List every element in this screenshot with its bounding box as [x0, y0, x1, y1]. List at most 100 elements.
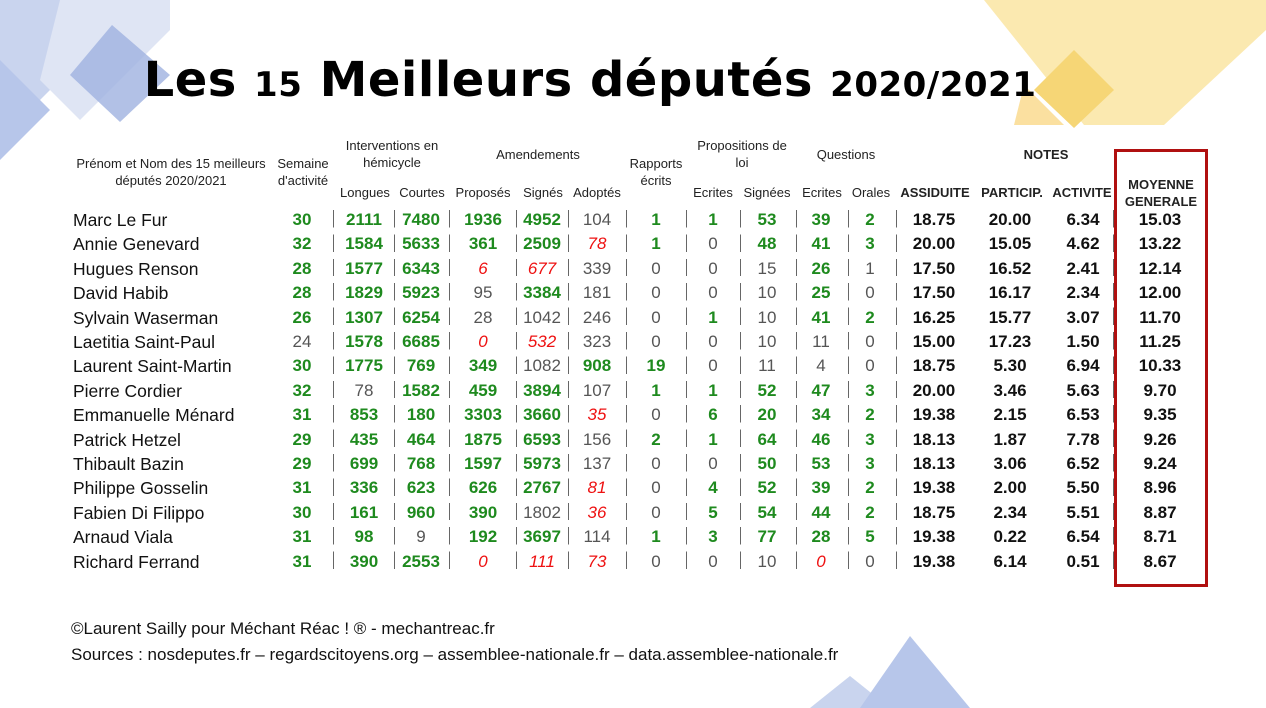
cell-semaine: 30 — [292, 356, 312, 376]
cell-prop-ecrites: 1 — [708, 210, 718, 229]
deputy-name: Philippe Gosselin — [73, 478, 209, 499]
table-row: Philippe Gosselin 31 336 623 626 2767 81 0 4 52 39… — [0, 476, 1266, 500]
cell-courtes: 9 — [416, 527, 426, 547]
cell-signes: 3697 — [523, 527, 561, 547]
cell-proposes: 1875 — [464, 429, 502, 449]
header-propositions: Propositions de loi — [697, 138, 787, 170]
cell-rapports: 1 — [651, 527, 661, 547]
cell-rapports: 0 — [651, 405, 661, 425]
cell-moyenne: 11.25 — [1139, 332, 1181, 351]
cell-signes: 3894 — [523, 380, 561, 400]
cell-moyenne: 13.22 — [1138, 234, 1182, 254]
cell-longues: 161 — [349, 502, 379, 522]
cell-prop-ecrites: 1 — [708, 307, 718, 327]
cell-longues: 1584 — [345, 234, 383, 254]
cell-proposes: 1597 — [464, 454, 502, 473]
cell-prop-signees: 77 — [757, 527, 777, 547]
column-separator — [626, 210, 627, 570]
column-separator — [740, 210, 741, 570]
cell-prop-ecrites: 0 — [708, 356, 718, 376]
cell-prop-signees: 52 — [757, 478, 777, 498]
header-courtes: Courtes — [399, 185, 445, 200]
column-separator — [896, 210, 897, 570]
table-row: Laurent Saint-Martin 30 1775 769 349 1082 908 1… — [0, 354, 1266, 378]
cell-proposes: 1936 — [464, 210, 502, 229]
cell-courtes: 6343 — [402, 258, 440, 278]
table-row: Fabien Di Filippo 30 161 960 390 1802 36 0 5 54 44… — [0, 501, 1266, 525]
cell-longues: 699 — [349, 454, 379, 473]
deputy-name: Emmanuelle Ménard — [73, 405, 235, 426]
cell-activite: 6.52 — [1066, 454, 1100, 473]
cell-proposes: 95 — [473, 283, 493, 303]
column-separator — [333, 210, 334, 570]
cell-moyenne: 15.03 — [1138, 210, 1182, 229]
deputy-name: Richard Ferrand — [73, 551, 200, 572]
cell-prop-ecrites: 0 — [708, 551, 718, 571]
column-separator — [796, 210, 797, 570]
cell-activite: 5.50 — [1066, 478, 1100, 498]
deputy-name: Sylvain Waserman — [73, 307, 219, 328]
cell-semaine: 28 — [292, 283, 312, 303]
cell-rapports: 0 — [651, 551, 661, 571]
cell-semaine: 32 — [292, 234, 312, 254]
header-moyenne: MOYENNE GENERALE — [1124, 177, 1198, 209]
cell-q-ecrites: 11 — [812, 332, 830, 351]
cell-q-ecrites: 53 — [811, 454, 831, 473]
table-row: Hugues Renson 28 1577 6343 6 677 339 0 0 15 26 1 17.… — [0, 257, 1266, 281]
cell-adoptes: 73 — [587, 551, 607, 571]
cell-q-orales: 0 — [865, 332, 875, 351]
cell-particip: 16.17 — [988, 283, 1032, 303]
cell-q-ecrites: 46 — [811, 429, 831, 449]
header-activite: ACTIVITE — [1052, 185, 1112, 200]
cell-moyenne: 9.70 — [1143, 380, 1177, 400]
cell-courtes: 623 — [406, 478, 436, 498]
cell-prop-ecrites: 0 — [708, 283, 718, 303]
cell-rapports: 1 — [651, 210, 661, 229]
cell-courtes: 7480 — [402, 210, 440, 229]
cell-longues: 1775 — [345, 356, 383, 376]
decor-top-right — [984, 0, 1266, 130]
cell-prop-signees: 20 — [757, 405, 777, 425]
cell-q-ecrites: 26 — [811, 258, 831, 278]
cell-particip: 2.34 — [993, 502, 1027, 522]
footer-copyright: ©Laurent Sailly pour Méchant Réac ! ® - … — [71, 619, 495, 638]
cell-prop-signees: 10 — [757, 307, 777, 327]
cell-proposes: 349 — [468, 356, 498, 376]
cell-prop-signees: 15 — [757, 258, 777, 278]
cell-moyenne: 10.33 — [1138, 356, 1182, 376]
deputy-name: Patrick Hetzel — [73, 429, 181, 450]
cell-q-ecrites: 39 — [811, 478, 831, 498]
cell-rapports: 0 — [651, 478, 661, 498]
cell-prop-ecrites: 5 — [708, 502, 718, 522]
deputy-name: Thibault Bazin — [73, 454, 184, 474]
header-name: Prénom et Nom des 15 meilleurs députés 20… — [76, 156, 266, 188]
cell-proposes: 192 — [468, 527, 498, 547]
cell-adoptes: 81 — [587, 478, 607, 498]
cell-rapports: 0 — [651, 332, 661, 351]
cell-proposes: 459 — [468, 380, 498, 400]
cell-semaine: 26 — [292, 307, 312, 327]
cell-activite: 7.78 — [1066, 429, 1100, 449]
cell-semaine: 31 — [292, 551, 312, 571]
header-q-ecrites: Ecrites — [802, 185, 842, 200]
deputy-name: Pierre Cordier — [73, 380, 182, 401]
column-separator — [1113, 210, 1114, 570]
cell-moyenne: 11.70 — [1139, 307, 1181, 327]
cell-rapports: 1 — [651, 234, 661, 254]
column-separator — [516, 210, 517, 570]
cell-semaine: 31 — [292, 478, 312, 498]
cell-rapports: 0 — [651, 283, 661, 303]
cell-adoptes: 78 — [587, 234, 607, 254]
cell-prop-ecrites: 1 — [708, 429, 718, 449]
cell-proposes: 3303 — [464, 405, 502, 425]
cell-prop-signees: 50 — [757, 454, 777, 473]
deputy-name: David Habib — [73, 283, 169, 304]
cell-adoptes: 107 — [582, 380, 612, 400]
cell-proposes: 390 — [468, 502, 498, 522]
cell-assiduite: 17.50 — [912, 258, 956, 278]
cell-q-orales: 5 — [865, 527, 875, 547]
cell-prop-ecrites: 1 — [708, 380, 718, 400]
cell-semaine: 30 — [292, 210, 312, 229]
footer-sources: Sources : nosdeputes.fr – regardscitoyen… — [71, 645, 839, 664]
cell-adoptes: 339 — [582, 258, 612, 278]
